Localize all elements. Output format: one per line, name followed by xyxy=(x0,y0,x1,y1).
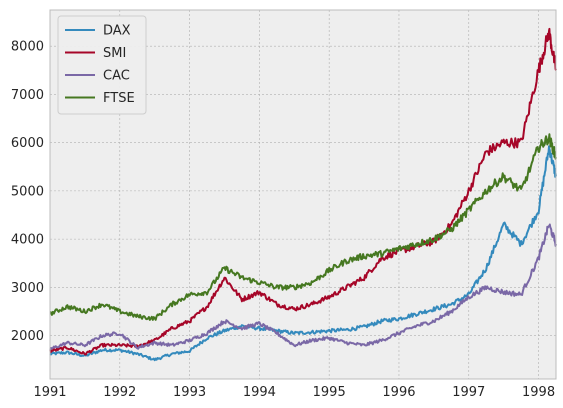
legend-label-dax: DAX xyxy=(103,24,131,39)
x-axis-ticks: 1991 1992 1993 1994 1995 1996 1997 1998 xyxy=(33,385,555,400)
legend-label-cac: CAC xyxy=(103,69,130,84)
legend-box xyxy=(57,15,147,115)
x-tick-label: 1996 xyxy=(382,385,415,400)
x-tick-label: 1994 xyxy=(243,385,276,400)
x-tick-label: 1995 xyxy=(313,385,346,400)
series-line-dax xyxy=(49,145,557,362)
x-tick-label: 1998 xyxy=(522,385,555,400)
y-tick-label: 3000 xyxy=(11,281,44,296)
series-line-smi xyxy=(49,27,557,356)
x-tick-label: 1997 xyxy=(452,385,485,400)
series-line-cac xyxy=(49,223,557,351)
series-layer xyxy=(49,27,557,362)
y-tick-label: 8000 xyxy=(11,40,44,55)
x-tick-label: 1993 xyxy=(173,385,206,400)
y-tick-label: 4000 xyxy=(11,233,44,248)
y-tick-label: 5000 xyxy=(11,184,44,199)
y-tick-label: 6000 xyxy=(11,136,44,151)
legend: DAX SMI CAC FTSE xyxy=(57,15,147,115)
y-tick-label: 7000 xyxy=(11,88,44,103)
y-tick-label: 2000 xyxy=(11,329,44,344)
x-tick-label: 1991 xyxy=(33,385,66,400)
legend-label-ftse: FTSE xyxy=(103,91,135,106)
x-tick-label: 1992 xyxy=(103,385,136,400)
y-axis-ticks: 2000 3000 4000 5000 6000 7000 8000 xyxy=(11,40,44,344)
legend-label-smi: SMI xyxy=(103,46,126,61)
plot-frame xyxy=(49,9,557,380)
series-line-ftse xyxy=(49,133,557,321)
